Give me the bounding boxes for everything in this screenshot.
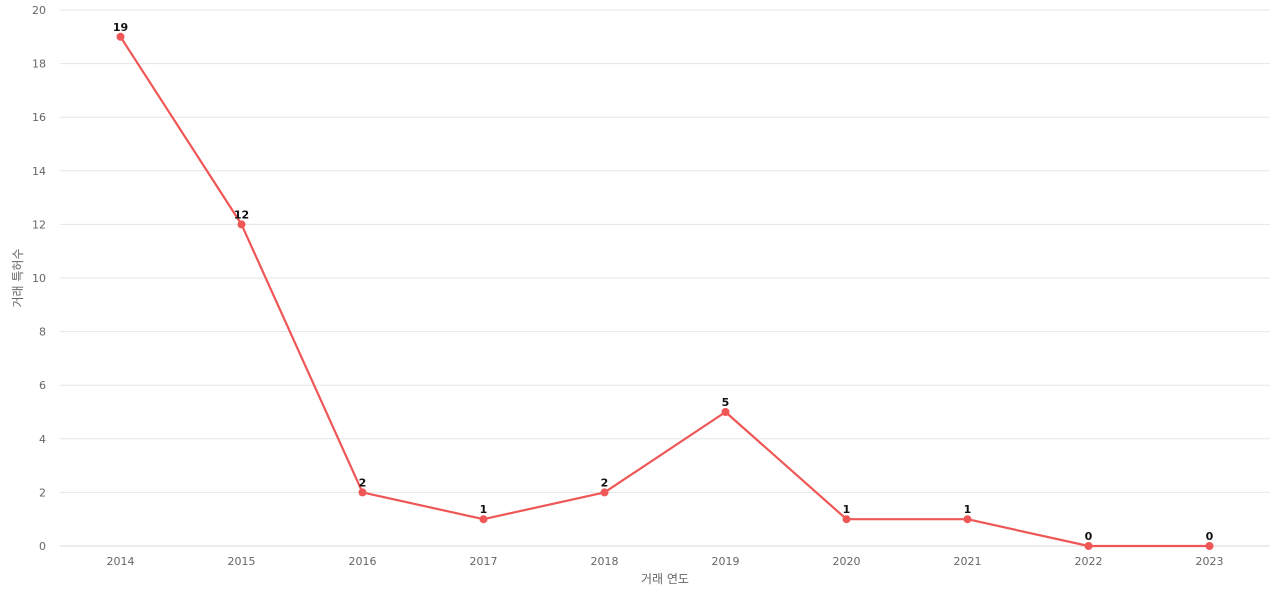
y-tick-label: 2 — [39, 486, 46, 499]
data-point — [1205, 542, 1214, 550]
x-tick-label: 2022 — [1075, 555, 1103, 568]
data-point — [842, 515, 851, 524]
x-tick-label: 2019 — [712, 555, 740, 568]
grid-layer — [60, 9, 1270, 493]
data-label: 0 — [1206, 530, 1214, 543]
x-tick-label: 2023 — [1196, 555, 1224, 568]
data-label: 5 — [722, 396, 730, 409]
data-point — [479, 515, 488, 524]
data-point — [721, 408, 730, 416]
data-point — [1084, 542, 1093, 550]
data-label: 0 — [1085, 530, 1093, 543]
x-tick-label: 2018 — [591, 555, 619, 568]
data-point — [237, 220, 246, 229]
data-label: 2 — [601, 476, 609, 489]
data-label: 19 — [113, 21, 128, 34]
x-tick-label: 2015 — [228, 555, 256, 568]
data-point — [963, 515, 972, 524]
x-tick-label: 2014 — [107, 555, 135, 568]
y-tick-label: 8 — [39, 326, 46, 339]
data-label: 1 — [843, 503, 851, 516]
x-tick-label: 2021 — [954, 555, 982, 568]
series-layer — [116, 32, 1214, 550]
data-label: 12 — [234, 208, 249, 221]
data-point — [116, 32, 125, 41]
data-point — [600, 488, 609, 497]
data-label: 1 — [964, 503, 972, 516]
y-tick-label: 20 — [32, 4, 46, 17]
y-tick-label: 6 — [39, 379, 46, 392]
y-tick-label: 10 — [32, 272, 46, 285]
y-tick-label: 14 — [32, 165, 46, 178]
y-tick-label: 4 — [39, 433, 46, 446]
x-tick-label: 2017 — [470, 555, 498, 568]
y-tick-label: 0 — [39, 540, 46, 553]
data-label: 2 — [359, 476, 367, 489]
y-tick-label: 16 — [32, 111, 46, 124]
x-tick-label: 2016 — [349, 555, 377, 568]
y-tick-label: 12 — [32, 218, 46, 231]
x-tick-label: 2020 — [833, 555, 861, 568]
series-line — [119, 35, 1211, 548]
data-label: 1 — [480, 503, 488, 516]
x-axis-title: 거래 연도 — [641, 572, 689, 586]
data-point — [358, 488, 367, 497]
y-tick-label: 18 — [32, 58, 46, 71]
y-axis-title: 거래 특허수 — [11, 248, 25, 307]
